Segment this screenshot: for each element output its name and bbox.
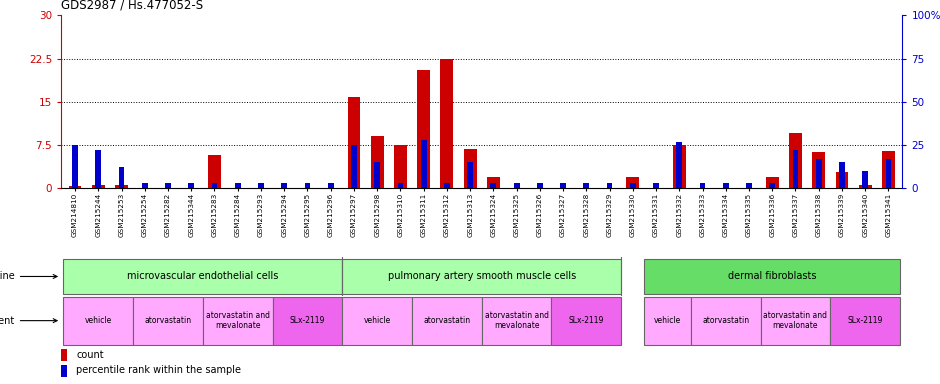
Bar (115, 185, 128, 188)
Bar (412, 297, 481, 344)
Text: atorvastatin and
mevalonate: atorvastatin and mevalonate (206, 311, 270, 330)
Bar (816, 159, 822, 188)
Text: vehicle: vehicle (654, 316, 682, 325)
Bar (766, 177, 778, 188)
Bar (235, 183, 241, 188)
Bar (560, 183, 566, 188)
Bar (491, 183, 496, 188)
Bar (463, 149, 477, 188)
Bar (467, 162, 473, 188)
Bar (584, 183, 589, 188)
Bar (552, 297, 621, 344)
Bar (72, 145, 78, 188)
Bar (61, 365, 67, 377)
Text: vehicle: vehicle (85, 316, 112, 325)
Bar (370, 136, 384, 188)
Bar (760, 297, 830, 344)
Bar (394, 145, 407, 188)
Bar (885, 159, 891, 188)
Bar (626, 177, 639, 188)
Bar (342, 259, 621, 294)
Bar (398, 183, 403, 188)
Bar (63, 297, 133, 344)
Text: SLx-2119: SLx-2119 (569, 316, 604, 325)
Text: pulmonary artery smooth muscle cells: pulmonary artery smooth muscle cells (387, 271, 576, 281)
Bar (481, 297, 552, 344)
Bar (203, 297, 273, 344)
Bar (305, 183, 310, 188)
Text: atorvastatin: atorvastatin (702, 316, 749, 325)
Bar (862, 171, 869, 188)
Bar (142, 183, 148, 188)
Bar (537, 183, 542, 188)
Text: GDS2987 / Hs.477052-S: GDS2987 / Hs.477052-S (61, 0, 203, 12)
Bar (699, 183, 705, 188)
Text: percentile rank within the sample: percentile rank within the sample (76, 366, 242, 376)
Bar (273, 297, 342, 344)
Text: vehicle: vehicle (364, 316, 391, 325)
Text: atorvastatin and
mevalonate: atorvastatin and mevalonate (485, 311, 549, 330)
Text: microvascular endothelial cells: microvascular endothelial cells (127, 271, 278, 281)
Bar (351, 145, 357, 188)
Bar (258, 183, 264, 188)
Bar (165, 183, 171, 188)
Bar (839, 162, 845, 188)
Bar (653, 183, 659, 188)
Bar (92, 185, 104, 188)
Bar (769, 183, 776, 188)
Bar (630, 183, 635, 188)
Bar (417, 70, 430, 188)
Bar (789, 134, 802, 188)
Bar (118, 167, 124, 188)
Text: agent: agent (0, 316, 57, 326)
Bar (606, 183, 613, 188)
Bar (830, 297, 901, 344)
Text: SLx-2119: SLx-2119 (848, 316, 883, 325)
Bar (691, 297, 760, 344)
Bar (859, 185, 871, 188)
Bar (328, 183, 334, 188)
Text: count: count (76, 350, 103, 360)
Text: dermal fibroblasts: dermal fibroblasts (728, 271, 817, 281)
Bar (374, 162, 380, 188)
Text: atorvastatin: atorvastatin (423, 316, 470, 325)
Bar (513, 183, 520, 188)
Bar (723, 183, 728, 188)
Bar (487, 177, 500, 188)
Bar (208, 155, 221, 188)
Bar (645, 259, 901, 294)
Text: atorvastatin and
mevalonate: atorvastatin and mevalonate (763, 311, 827, 330)
Bar (812, 152, 825, 188)
Bar (63, 259, 342, 294)
Bar (673, 145, 685, 188)
Bar (441, 59, 453, 188)
Bar (212, 183, 217, 188)
Bar (348, 97, 360, 188)
Bar (792, 150, 798, 188)
Bar (133, 297, 203, 344)
Bar (188, 183, 195, 188)
Bar (95, 150, 102, 188)
Bar (746, 183, 752, 188)
Bar (677, 142, 682, 188)
Bar (882, 151, 895, 188)
Text: atorvastatin: atorvastatin (145, 316, 192, 325)
Bar (444, 183, 450, 188)
Text: SLx-2119: SLx-2119 (290, 316, 325, 325)
Bar (281, 183, 287, 188)
Bar (645, 297, 691, 344)
Bar (342, 297, 412, 344)
Bar (69, 187, 82, 188)
Bar (421, 140, 427, 188)
Bar (61, 349, 67, 361)
Text: cell line: cell line (0, 271, 57, 281)
Bar (836, 172, 849, 188)
